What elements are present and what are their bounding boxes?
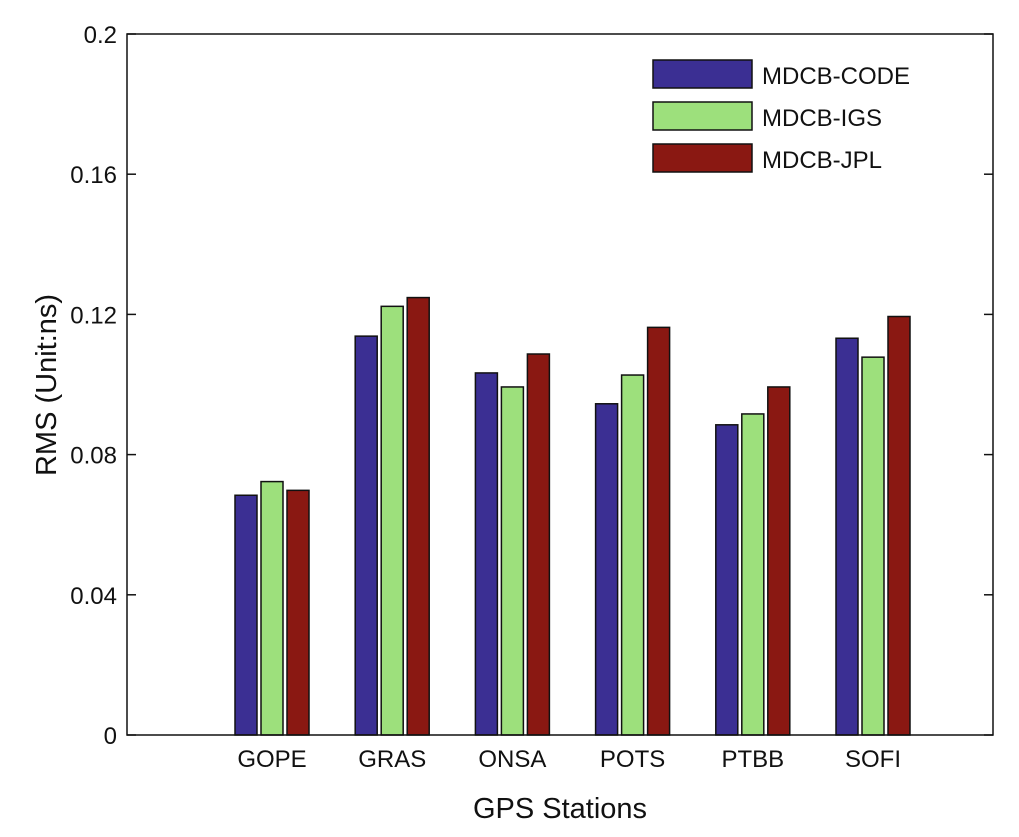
x-tick-label: PTBB bbox=[721, 746, 784, 773]
y-tick-label: 0.08 bbox=[70, 443, 117, 470]
bar-mdcb-jpl-sofi bbox=[887, 315, 911, 736]
y-tick-label: 0 bbox=[104, 723, 117, 750]
legend-label: MDCB-JPL bbox=[762, 147, 882, 174]
x-tick-label: POTS bbox=[600, 746, 665, 773]
bar-mdcb-igs-onsa bbox=[500, 386, 525, 736]
bar-mdcb-igs-gope bbox=[260, 480, 284, 736]
bar-mdcb-igs-pots bbox=[620, 374, 645, 736]
y-tick-label: 0.2 bbox=[84, 22, 117, 49]
bar-mdcb-jpl-onsa bbox=[526, 353, 551, 736]
legend-swatch bbox=[652, 59, 753, 89]
x-tick-label: GOPE bbox=[237, 746, 306, 773]
bar-mdcb-code-sofi bbox=[835, 337, 859, 736]
x-tick-label: SOFI bbox=[845, 746, 901, 773]
y-axis-label: RMS (Unit:ns) bbox=[31, 294, 63, 476]
bars bbox=[234, 296, 911, 736]
y-tick-label: 0.04 bbox=[70, 583, 117, 610]
y-axis: 0 0.04 0.08 0.12 0.16 0.2 bbox=[70, 22, 993, 750]
y-tick-label: 0.16 bbox=[70, 162, 117, 189]
legend: MDCB-CODE MDCB-IGS MDCB-JPL bbox=[652, 59, 910, 174]
x-tick-label: ONSA bbox=[478, 746, 546, 773]
bar-mdcb-igs-ptbb bbox=[741, 413, 765, 736]
bar-mdcb-igs-gras bbox=[380, 305, 404, 736]
bar-mdcb-jpl-ptbb bbox=[767, 386, 791, 736]
bar-mdcb-code-pots bbox=[594, 403, 619, 736]
bar-mdcb-igs-sofi bbox=[861, 356, 885, 736]
bar-mdcb-code-gras bbox=[354, 335, 378, 736]
y-tick-label: 0.12 bbox=[70, 302, 117, 329]
bar-mdcb-jpl-gope bbox=[286, 489, 310, 736]
legend-label: MDCB-CODE bbox=[762, 63, 910, 90]
legend-swatch bbox=[652, 101, 753, 131]
legend-swatch bbox=[652, 143, 753, 173]
x-axis-label: GPS Stations bbox=[473, 793, 647, 825]
x-tick-label: GRAS bbox=[358, 746, 426, 773]
legend-label: MDCB-IGS bbox=[762, 105, 882, 132]
bar-mdcb-jpl-gras bbox=[406, 296, 430, 736]
x-axis: GOPE GRAS ONSA POTS PTBB SOFI bbox=[237, 746, 901, 773]
plot-frame bbox=[126, 33, 994, 736]
bar-mdcb-code-ptbb bbox=[715, 424, 739, 736]
bar-mdcb-code-onsa bbox=[474, 372, 499, 736]
bar-mdcb-jpl-pots bbox=[646, 326, 671, 736]
bar-mdcb-code-gope bbox=[234, 494, 258, 736]
